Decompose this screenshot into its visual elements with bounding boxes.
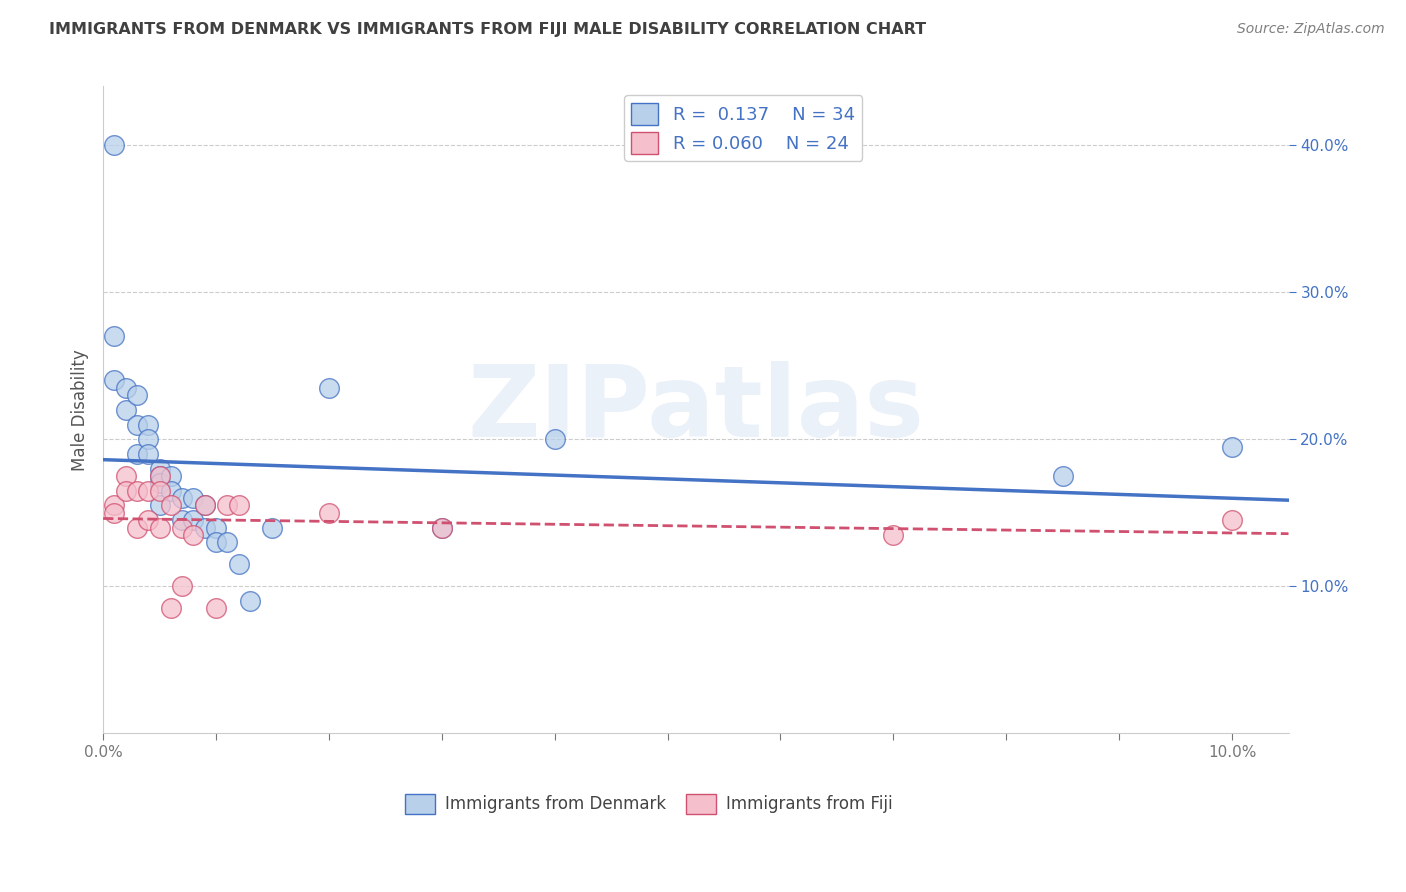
Point	[544, 432, 567, 446]
Point	[318, 506, 340, 520]
Legend: Immigrants from Denmark, Immigrants from Fiji: Immigrants from Denmark, Immigrants from…	[398, 787, 898, 821]
Point	[148, 476, 170, 491]
Point	[1052, 469, 1074, 483]
Point	[228, 558, 250, 572]
Point	[136, 417, 159, 432]
Point	[172, 579, 194, 593]
Point	[125, 447, 148, 461]
Point	[136, 483, 159, 498]
Point	[103, 506, 125, 520]
Point	[194, 499, 217, 513]
Point	[114, 469, 136, 483]
Point	[103, 329, 125, 343]
Point	[205, 535, 228, 549]
Point	[125, 388, 148, 402]
Point	[228, 499, 250, 513]
Point	[160, 483, 183, 498]
Point	[125, 483, 148, 498]
Point	[136, 513, 159, 527]
Point	[148, 461, 170, 475]
Point	[136, 432, 159, 446]
Point	[125, 520, 148, 534]
Point	[205, 601, 228, 615]
Point	[148, 469, 170, 483]
Point	[239, 594, 262, 608]
Point	[882, 528, 904, 542]
Point	[148, 499, 170, 513]
Point	[183, 491, 205, 505]
Point	[172, 513, 194, 527]
Point	[125, 417, 148, 432]
Point	[148, 483, 170, 498]
Point	[194, 520, 217, 534]
Point	[114, 381, 136, 395]
Point	[172, 520, 194, 534]
Point	[103, 138, 125, 153]
Point	[148, 520, 170, 534]
Point	[183, 528, 205, 542]
Point	[148, 469, 170, 483]
Point	[1220, 513, 1243, 527]
Point	[160, 601, 183, 615]
Point	[1220, 440, 1243, 454]
Y-axis label: Male Disability: Male Disability	[72, 349, 89, 471]
Point	[136, 447, 159, 461]
Point	[262, 520, 284, 534]
Point	[318, 381, 340, 395]
Point	[205, 520, 228, 534]
Point	[160, 469, 183, 483]
Point	[103, 499, 125, 513]
Text: ZIPatlas: ZIPatlas	[467, 361, 924, 458]
Text: IMMIGRANTS FROM DENMARK VS IMMIGRANTS FROM FIJI MALE DISABILITY CORRELATION CHAR: IMMIGRANTS FROM DENMARK VS IMMIGRANTS FR…	[49, 22, 927, 37]
Point	[172, 491, 194, 505]
Point	[160, 499, 183, 513]
Point	[183, 513, 205, 527]
Point	[103, 374, 125, 388]
Text: Source: ZipAtlas.com: Source: ZipAtlas.com	[1237, 22, 1385, 37]
Point	[430, 520, 453, 534]
Point	[217, 535, 239, 549]
Point	[217, 499, 239, 513]
Point	[114, 403, 136, 417]
Point	[430, 520, 453, 534]
Point	[194, 499, 217, 513]
Point	[114, 483, 136, 498]
